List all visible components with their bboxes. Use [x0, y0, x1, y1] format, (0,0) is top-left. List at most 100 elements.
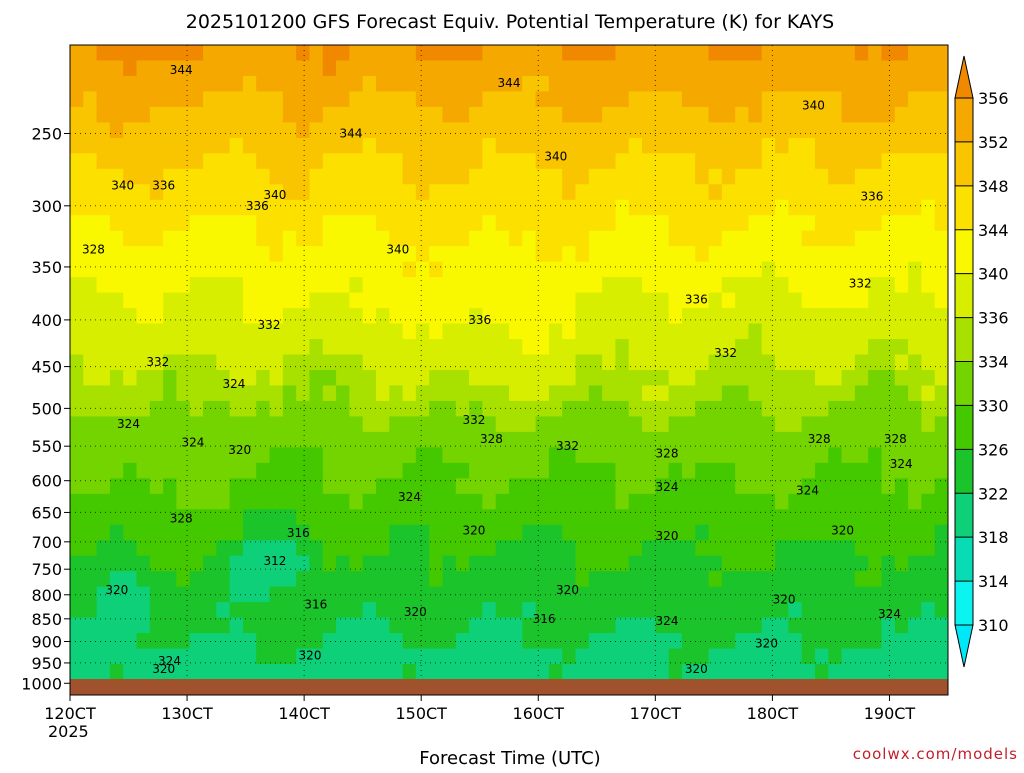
- contour-label: 332: [556, 439, 579, 453]
- colorbar-swatch: [955, 405, 973, 450]
- contour-label: 320: [299, 648, 322, 662]
- y-tick-label: 250: [31, 124, 62, 143]
- contour-label: 328: [480, 432, 503, 446]
- y-axis: 250 300 350 400 450 500 550 600 650 700 750 800 850 9…: [21, 124, 70, 693]
- contour-label: 336: [860, 189, 883, 203]
- x-tick-label: 130CT: [161, 704, 213, 723]
- contour-label: 332: [258, 318, 281, 332]
- colorbar-swatch: [955, 493, 973, 538]
- contour-label: 316: [304, 598, 327, 612]
- y-tick-label: 400: [31, 311, 62, 330]
- contour-label: 312: [263, 554, 286, 568]
- y-tick-label: 750: [31, 560, 62, 579]
- y-tick-label: 950: [31, 654, 62, 673]
- contour-label: 328: [170, 512, 193, 526]
- y-tick-label: 700: [31, 533, 62, 552]
- contour-label: 324: [796, 484, 819, 498]
- colorbar-tick-label: 318: [978, 528, 1009, 547]
- colorbar: 356 352 348 344 340 336 334 330 326 322 318 314 310: [954, 55, 1009, 668]
- colorbar-swatch: [955, 361, 973, 406]
- contour-label: 336: [685, 293, 708, 307]
- colorbar-swatch: [955, 273, 973, 319]
- contour-label: 316: [533, 612, 556, 626]
- contour-label: 324: [158, 654, 181, 668]
- colorbar-tick-label: 322: [978, 484, 1009, 503]
- contour-label: 320: [105, 583, 128, 597]
- colorbar-swatch: [955, 317, 973, 362]
- contour-label: 328: [82, 243, 105, 257]
- contour-label: 320: [556, 583, 579, 597]
- contour-label: 336: [468, 313, 491, 327]
- contour-label: 320: [656, 529, 679, 543]
- y-tick-label: 850: [31, 610, 62, 629]
- colorbar-tick-label: 334: [978, 353, 1009, 372]
- contour-label: 320: [831, 523, 854, 537]
- x-tick-label: 170CT: [630, 704, 682, 723]
- y-tick-label: 650: [31, 503, 62, 522]
- y-tick-label: 350: [31, 258, 62, 277]
- colorbar-swatch: [955, 98, 973, 143]
- contour-label: 324: [656, 480, 679, 494]
- y-tick-label: 450: [31, 358, 62, 377]
- contour-label: 332: [146, 355, 169, 369]
- colorbar-swatch: [955, 141, 973, 187]
- contour-label: 332: [462, 413, 485, 427]
- contour-label: 320: [755, 637, 778, 651]
- colorbar-tick-label: 340: [978, 265, 1009, 284]
- colorbar-tick-label: 344: [978, 221, 1009, 240]
- contour-label: 324: [398, 490, 421, 504]
- colorbar-swatch: [955, 229, 973, 275]
- x-tick-label: 160CT: [513, 704, 565, 723]
- x-axis-label: Forecast Time (UTC): [419, 748, 600, 768]
- colorbar-tick-label: 314: [978, 572, 1009, 591]
- contour-label: 320: [404, 605, 427, 619]
- y-tick-label: 600: [31, 472, 62, 491]
- colorbar-swatch: [955, 537, 973, 582]
- contour-label: 336: [246, 199, 269, 213]
- ground-band: [70, 679, 948, 695]
- x-tick-label: 120CT: [44, 704, 96, 723]
- x-tick-label: 150CT: [395, 704, 447, 723]
- credit-link[interactable]: coolwx.com/models: [853, 745, 1018, 763]
- contour-label: 344: [170, 63, 193, 77]
- contour-label: 340: [386, 243, 409, 257]
- chart-title: 2025101200 GFS Forecast Equiv. Potential…: [186, 11, 835, 33]
- contour-label: 340: [263, 188, 286, 202]
- contour-label: 320: [685, 662, 708, 676]
- contour-label: 316: [287, 526, 310, 540]
- contour-label: 336: [152, 179, 175, 193]
- contour-label: 320: [228, 443, 251, 457]
- contour-label: 324: [222, 377, 245, 391]
- colorbar-tick-label: 326: [978, 440, 1009, 459]
- colorbar-tick-label: 352: [978, 133, 1009, 152]
- contour-label: 324: [878, 607, 901, 621]
- y-tick-label: 550: [31, 437, 62, 456]
- contour-label: 332: [849, 277, 872, 291]
- contour-texture: [70, 45, 948, 695]
- contour-label: 328: [808, 432, 831, 446]
- colorbar-extend-bottom: [954, 624, 974, 668]
- contour-label: 328: [884, 432, 907, 446]
- x-tick-label: 140CT: [278, 704, 330, 723]
- contour-label: 332: [714, 346, 737, 360]
- contour-label: 320: [462, 523, 485, 537]
- y-tick-label: 500: [31, 399, 62, 418]
- contour-label: 324: [890, 457, 913, 471]
- contour-label: 340: [544, 150, 567, 164]
- y-tick-label: 300: [31, 197, 62, 216]
- contour-label: 340: [111, 179, 134, 193]
- contour-label: 324: [656, 614, 679, 628]
- colorbar-tick-label: 336: [978, 309, 1009, 328]
- y-tick-label: 1000: [21, 674, 62, 693]
- y-tick-label: 800: [31, 586, 62, 605]
- colorbar-swatch: [955, 185, 973, 231]
- contour-label: 320: [773, 593, 796, 607]
- contour-label: 340: [802, 99, 825, 113]
- x-axis: 120CT 130CT 140CT 150CT 160CT 170CT 180CT 190CT: [44, 695, 915, 723]
- y-tick-label: 900: [31, 632, 62, 651]
- contour-label: 320: [152, 662, 175, 676]
- contour-label: 324: [117, 417, 140, 431]
